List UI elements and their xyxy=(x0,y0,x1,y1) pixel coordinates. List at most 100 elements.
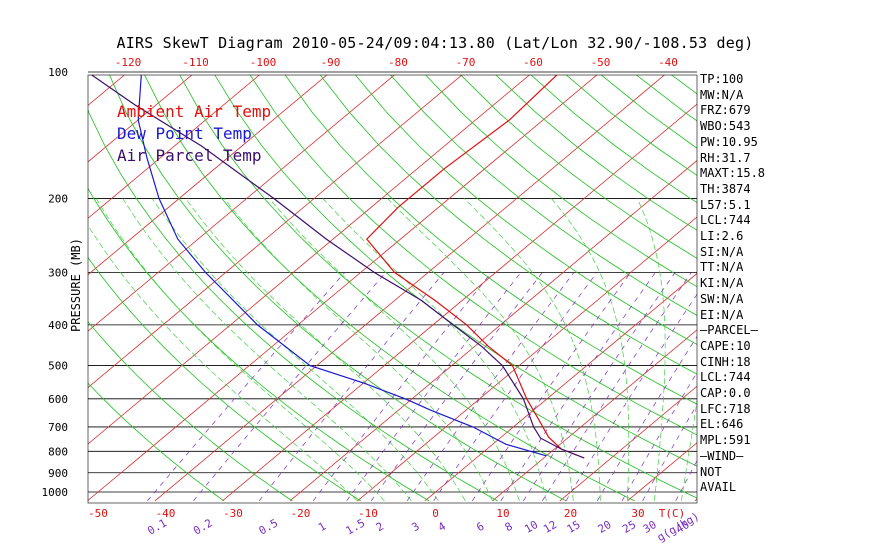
index-wbo: WBO:543 xyxy=(700,119,751,134)
top-temp-tick-label: -40 xyxy=(658,56,678,69)
top-temp-tick-label: -70 xyxy=(456,56,476,69)
index-sw: SW:N/A xyxy=(700,291,744,306)
legend-dewpoint: Dew Point Temp xyxy=(117,124,252,143)
wind-avail: AVAIL xyxy=(700,480,737,495)
mixing-ratio-line xyxy=(346,272,522,502)
index-mw: MW:N/A xyxy=(700,87,744,102)
moist-adiabat-line xyxy=(185,198,466,502)
mixing-ratio-line xyxy=(406,272,575,502)
index-maxt: MAXT:15.8 xyxy=(700,166,766,181)
pressure-tick-label: 500 xyxy=(48,360,68,373)
index-ki: KI:N/A xyxy=(700,276,744,291)
dry-adiabat-line xyxy=(179,75,697,499)
pressure-tick-label: 200 xyxy=(48,192,68,205)
dry-adiabat-line xyxy=(842,72,870,501)
index-cinh: CINH:18 xyxy=(700,354,751,369)
moist-adiabat-line xyxy=(386,198,574,501)
moist-adiabat-line xyxy=(681,399,697,501)
moist-adiabat-line xyxy=(151,198,439,502)
pressure-tick-label: 800 xyxy=(48,445,68,458)
index-mpl: MPL:591 xyxy=(700,433,751,448)
isotherm-line xyxy=(88,75,260,219)
bottom-temp-tick-label: -10 xyxy=(358,507,378,520)
dry-adiabat-line xyxy=(88,382,225,502)
series-line-2 xyxy=(90,75,585,459)
index-l57: L57:5.1 xyxy=(700,197,751,212)
bottom-temp-tick-label: 30 xyxy=(631,507,644,520)
mixing-ratio-label: 0.2 xyxy=(191,516,215,537)
top-temp-tick-label: -60 xyxy=(523,56,543,69)
dry-adiabat-line xyxy=(530,75,697,204)
bottom-temp-tick-label: 0 xyxy=(432,507,439,520)
pressure-tick-label: 100 xyxy=(48,66,68,79)
mixing-ratio-line xyxy=(621,371,697,502)
moist-adiabat-line xyxy=(88,224,358,502)
mixing-ratio-label: 15 xyxy=(565,518,583,536)
bottom-temp-tick-label: -30 xyxy=(223,507,243,520)
pressure-tick-label: 600 xyxy=(48,393,68,406)
series-line-0 xyxy=(365,75,585,459)
mixing-ratio-label: 0.5 xyxy=(257,516,281,537)
mixing-ratio-label: 2 xyxy=(374,520,386,535)
index-cap: CAP:0.0 xyxy=(700,386,751,401)
pressure-tick-label: 700 xyxy=(48,421,68,434)
bottom-temp-tick-label: 10 xyxy=(496,507,509,520)
isotherm-line xyxy=(88,75,530,445)
mixing-ratio-line xyxy=(312,272,492,502)
mixing-ratio-label: 20 xyxy=(596,518,614,536)
legend-parcel: Air Parcel Temp xyxy=(117,146,262,165)
dry-adiabat-line xyxy=(88,109,498,502)
mixing-ratio-line xyxy=(433,272,598,502)
index-pw: PW:10.95 xyxy=(700,134,758,149)
mixing-ratio-line xyxy=(258,272,445,502)
moist-adiabat-line xyxy=(463,198,601,501)
moist-adiabat-line xyxy=(95,198,385,502)
dry-adiabat-line xyxy=(390,75,697,316)
index-el: EL:646 xyxy=(700,417,744,432)
stability-index-list: TP:100 MW:N/A FRZ:679 WBO:543 PW:10.95 R… xyxy=(700,72,765,496)
dry-adiabat-line xyxy=(354,75,697,345)
mixing-ratio-label: 4 xyxy=(436,519,449,534)
bottom-temp-tick-label: -40 xyxy=(156,507,176,520)
x-axis-label: T(C) xyxy=(659,507,686,520)
mixing-ratio-line xyxy=(596,335,697,502)
parcel-header: —PARCEL— xyxy=(700,323,758,338)
wind-header: —WIND— xyxy=(700,448,744,463)
moist-adiabat-line xyxy=(551,198,630,501)
mixing-ratio-line xyxy=(193,272,386,502)
bottom-temp-tick-label: -20 xyxy=(291,507,311,520)
dry-adiabat-line xyxy=(425,75,697,288)
index-parcel-lcl: LCL:744 xyxy=(700,370,751,385)
mixing-ratio-line xyxy=(523,272,676,502)
isotherm-line xyxy=(830,63,870,501)
isotherm-line xyxy=(492,329,697,502)
dry-adiabat-line xyxy=(144,75,635,502)
index-ei: EI:N/A xyxy=(700,307,744,322)
profile-lines xyxy=(90,75,585,459)
isotherm-line xyxy=(559,385,697,502)
isotherm-line xyxy=(762,63,870,501)
moist-adiabat-line xyxy=(636,198,666,501)
mixing-ratio-line xyxy=(500,272,656,502)
series-line-1 xyxy=(137,75,547,457)
top-temp-tick-label: -80 xyxy=(388,56,408,69)
dry-adiabat-line xyxy=(88,321,293,502)
pressure-tick-label: 900 xyxy=(48,467,68,480)
isotherm-line xyxy=(88,75,193,163)
bottom-temp-tick-label: 20 xyxy=(564,507,577,520)
index-frz: FRZ:679 xyxy=(700,103,751,118)
bottom-temp-tick-label: -50 xyxy=(88,507,108,520)
dry-adiabat-line xyxy=(88,257,361,502)
dry-adiabat-line xyxy=(284,75,697,405)
index-lcl: LCL:744 xyxy=(700,213,751,228)
isobar-lines xyxy=(88,71,697,493)
mixing-ratio-line xyxy=(642,403,697,502)
dry-adiabat-line xyxy=(772,72,870,501)
mixing-ratio-label: 10 xyxy=(522,518,540,536)
mixing-ratio-label: 3 xyxy=(409,520,421,535)
mixing-ratio-line xyxy=(565,293,697,502)
legend: Ambient Air Temp Dew Point Temp Air Parc… xyxy=(117,101,271,167)
dry-adiabat-line xyxy=(460,75,697,259)
pressure-tick-label: 1000 xyxy=(42,486,69,499)
